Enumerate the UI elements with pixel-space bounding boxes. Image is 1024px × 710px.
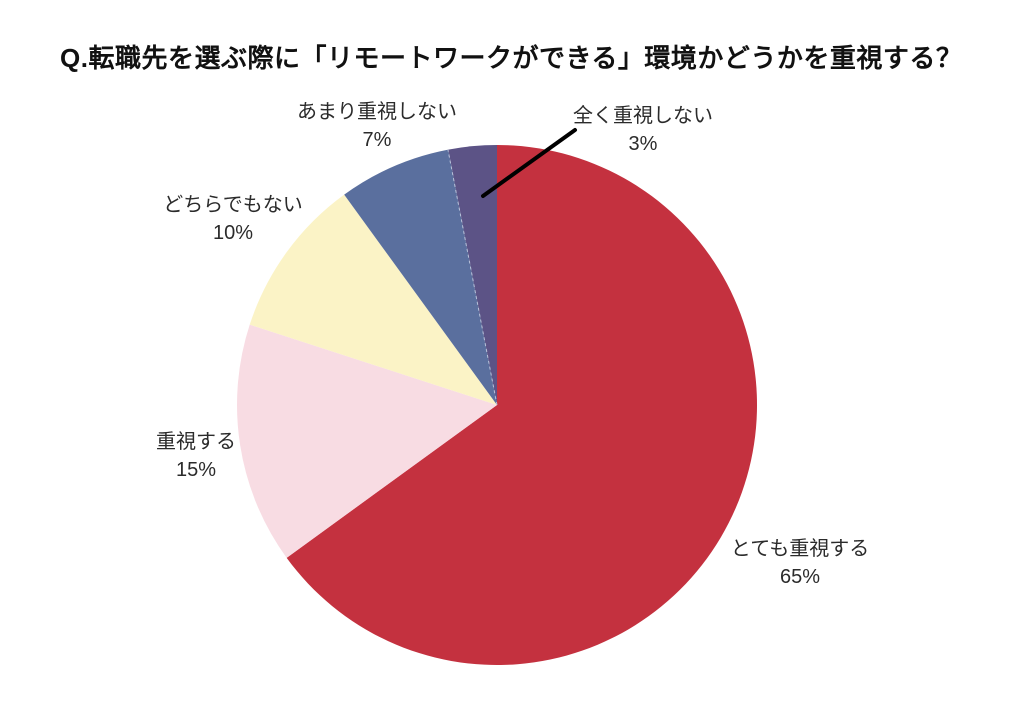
- label-very-important: とても重視する 65%: [690, 535, 910, 591]
- label-not-very-important-text: あまり重視しない: [297, 101, 457, 123]
- label-very-important-text: とても重視する: [730, 538, 870, 560]
- label-important: 重視する 15%: [86, 428, 306, 484]
- pie-slice: [286, 145, 758, 665]
- pie-slices: [237, 145, 758, 665]
- label-not-at-all-important-pct: 3%: [628, 133, 658, 155]
- label-not-very-important: あまり重視しない 7%: [267, 98, 487, 154]
- pie-slice: [237, 324, 497, 558]
- label-important-pct: 15%: [175, 459, 217, 481]
- pie-slice: [249, 194, 497, 405]
- wedge-divider-line: [447, 149, 498, 406]
- label-very-important-pct: 65%: [779, 566, 821, 588]
- label-not-at-all-important: 全く重視しない 3%: [533, 102, 753, 158]
- label-neither: どちらでもない 10%: [123, 191, 343, 247]
- chart-title: Q.転職先を選ぶ際に「リモートワークができる」環境かどうかを重視する？: [60, 43, 963, 73]
- label-neither-pct: 10%: [212, 222, 254, 244]
- leader-line: [481, 128, 577, 198]
- label-important-text: 重視する: [156, 431, 236, 453]
- label-neither-text: どちらでもない: [163, 194, 303, 216]
- label-not-very-important-pct: 7%: [362, 129, 392, 151]
- label-not-at-all-important-text: 全く重視しない: [573, 105, 713, 127]
- pie-slice: [344, 149, 497, 405]
